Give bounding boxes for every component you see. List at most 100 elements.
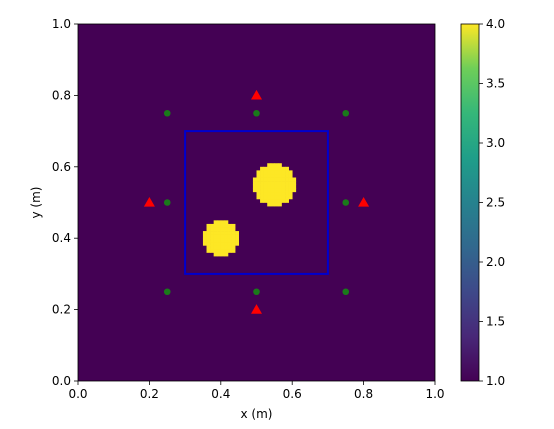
inclusion-cell	[260, 188, 264, 193]
inclusions-group	[202, 163, 297, 257]
inclusion-cell	[220, 252, 225, 257]
inclusion-cell	[217, 227, 222, 232]
inclusion-cell	[210, 245, 215, 250]
colorbar-tick-label: 2.0	[486, 255, 505, 269]
inclusion-cell	[206, 248, 211, 253]
inclusion-cell	[274, 195, 279, 200]
inclusion-2	[252, 163, 297, 207]
inclusion-cell	[285, 166, 289, 171]
inclusion-cell	[224, 234, 229, 239]
inclusion-cell	[217, 241, 222, 246]
inclusion-cell	[256, 191, 261, 196]
inclusion-cell	[220, 220, 225, 225]
inclusion-cell	[202, 231, 207, 235]
inclusion-cell	[292, 188, 297, 193]
colorbar-tick-label: 1.5	[486, 315, 505, 329]
inclusion-cell	[206, 234, 211, 239]
inclusion-cell	[267, 166, 272, 171]
inclusion-cell	[281, 184, 286, 189]
inclusion-cell	[260, 181, 264, 185]
inclusion-cell	[263, 177, 268, 182]
inclusion-cell	[277, 188, 282, 193]
inclusion-cell	[263, 198, 268, 203]
inclusion-cell	[260, 191, 264, 196]
inclusion-cell	[281, 198, 286, 203]
inclusion-cell	[256, 177, 261, 182]
colorbar-tick-label: 3.5	[486, 77, 505, 91]
inclusion-cell	[281, 181, 286, 185]
inclusion-cell	[213, 220, 218, 225]
inclusion-cell	[227, 223, 232, 228]
inclusion-cell	[217, 234, 222, 239]
inclusion-cell	[263, 188, 268, 193]
inclusion-cell	[202, 241, 207, 246]
inclusion-cell	[210, 238, 215, 243]
inclusion-cell	[256, 184, 261, 189]
inclusion-cell	[267, 173, 272, 178]
inclusion-cell	[202, 234, 207, 239]
inclusion-cell	[252, 184, 257, 189]
inclusion-cell	[213, 241, 218, 246]
inclusion-cell	[224, 241, 229, 246]
inclusion-cell	[281, 177, 286, 182]
inclusion-cell	[235, 241, 239, 246]
inclusion-cell	[274, 166, 279, 171]
receiver-point	[163, 109, 171, 117]
inclusion-cell	[202, 238, 207, 243]
inclusion-cell	[288, 191, 293, 196]
inclusion-cell	[260, 173, 264, 178]
inclusion-cell	[292, 181, 297, 185]
inclusion-cell	[263, 173, 268, 178]
inclusion-cell	[274, 173, 279, 178]
inclusion-cell	[277, 198, 282, 203]
inclusion-cell	[210, 241, 215, 246]
inclusion-cell	[270, 202, 275, 207]
inclusion-cell	[231, 231, 236, 235]
y-tick-label: 1.0	[52, 17, 71, 31]
inclusion-cell	[224, 227, 229, 232]
inclusion-cell	[267, 195, 272, 200]
inclusion-cell	[274, 188, 279, 193]
inclusion-cell	[270, 195, 275, 200]
inclusion-cell	[206, 231, 211, 235]
receiver-point	[342, 109, 350, 117]
inclusion-cell	[206, 227, 211, 232]
inclusion-cell	[267, 181, 272, 185]
inclusion-cell	[231, 248, 236, 253]
inclusion-cell	[217, 245, 222, 250]
inclusion-cell	[263, 184, 268, 189]
inclusion-cell	[227, 234, 232, 239]
inclusion-cell	[210, 248, 215, 253]
inclusion-cell	[274, 202, 279, 207]
inclusion-cell	[220, 223, 225, 228]
inclusion-cell	[260, 195, 264, 200]
colorbar-tick-label: 3.0	[486, 136, 505, 150]
inclusion-cell	[263, 166, 268, 171]
inclusion-cell	[256, 170, 261, 175]
inclusion-cell	[231, 223, 236, 228]
inclusion-cell	[285, 195, 289, 200]
inclusion-cell	[277, 202, 282, 207]
inclusion-cell	[224, 245, 229, 250]
inclusion-cell	[217, 220, 222, 225]
inclusion-cell	[277, 163, 282, 168]
inclusion-cell	[285, 188, 289, 193]
inclusion-cell	[260, 177, 264, 182]
x-tick-label: 0.4	[211, 387, 230, 401]
source-point	[358, 197, 370, 207]
inclusion-cell	[252, 181, 257, 185]
inclusion-cell	[256, 181, 261, 185]
inclusion-cell	[256, 188, 261, 193]
inclusion-cell	[227, 231, 232, 235]
inclusion-cell	[288, 173, 293, 178]
inclusion-cell	[292, 177, 297, 182]
receiver-point	[342, 199, 350, 206]
x-tick-label: 0.8	[354, 387, 373, 401]
inclusion-cell	[260, 184, 264, 189]
x-tick-label: 1.0	[425, 387, 444, 401]
receiver-point	[253, 288, 260, 296]
inclusion-cell	[270, 170, 275, 175]
inclusion-cell	[213, 248, 218, 253]
inclusion-cell	[217, 248, 222, 253]
